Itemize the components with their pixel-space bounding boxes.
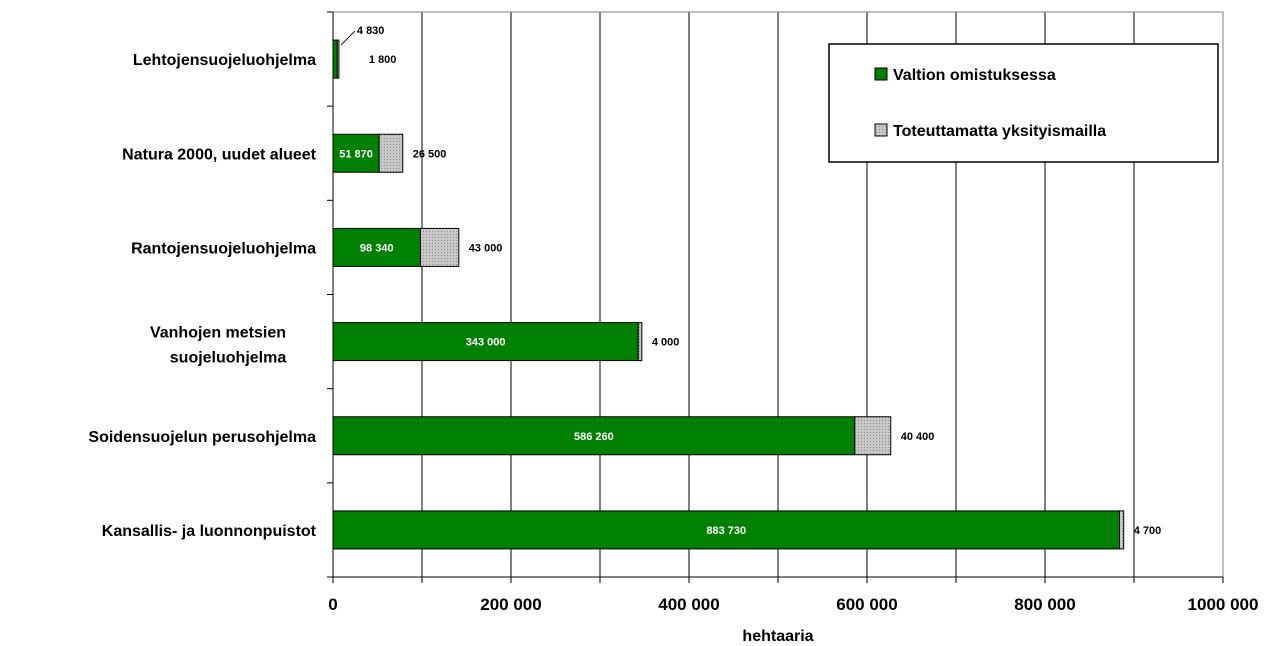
legend-swatch-valtion: [874, 67, 888, 81]
x-tick-label: 600 000: [836, 595, 897, 614]
bar-toteuttamatta: [854, 416, 892, 456]
data-label-valtion: 343 000: [466, 337, 506, 349]
category-label: Kansallis- ja luonnonpuistot: [102, 523, 317, 540]
bar-valtion: [332, 133, 380, 173]
data-label-valtion: 51 870: [339, 148, 373, 160]
bar-toteuttamatta: [420, 227, 460, 267]
bar-toteuttamatta: [378, 133, 404, 173]
legend-label-toteuttamatta: Toteuttamatta yksityismailla: [893, 123, 1106, 140]
x-tick-label: 0: [328, 595, 337, 614]
bars: [332, 39, 1125, 550]
data-label-valtion: 4 830: [357, 25, 385, 37]
x-tick-labels: 0 200 000 400 000 600 000 800 000 1000 000: [328, 595, 1258, 614]
data-label-toteuttamatta: 4 700: [1134, 525, 1162, 537]
data-label-toteuttamatta: 4 000: [652, 337, 680, 349]
legend-label-valtion: Valtion omistuksessa: [893, 67, 1056, 84]
data-label-valtion: 883 730: [706, 525, 746, 537]
data-label-toteuttamatta: 26 500: [413, 148, 447, 160]
category-label: Lehtojensuojeluohjelma: [133, 52, 316, 69]
category-label-line2: suojeluohjelma: [170, 350, 287, 367]
x-tick-label: 400 000: [658, 595, 719, 614]
legend-box: [828, 43, 1219, 163]
x-tick-label: 200 000: [480, 595, 541, 614]
category-label: Natura 2000, uudet alueet: [122, 146, 317, 163]
x-axis-title: hehtaaria: [742, 628, 813, 645]
value-labels: 4 830 1 800 51 870 26 500 98 340 43 000 343 00…: [339, 25, 1161, 537]
data-label-toteuttamatta: 40 400: [901, 431, 935, 443]
bar-toteuttamatta: [336, 39, 340, 79]
category-labels: Lehtojensuojeluohjelma Natura 2000, uudet…: [88, 52, 316, 540]
data-label-leader: [340, 30, 356, 46]
category-label: Soidensuojelun perusohjelma: [88, 429, 316, 446]
axes: [327, 11, 1224, 583]
data-label-toteuttamatta: 43 000: [469, 242, 503, 254]
category-label: Vanhojen metsien: [150, 325, 286, 342]
data-label-valtion: 586 260: [574, 431, 614, 443]
x-tick-label: 800 000: [1014, 595, 1075, 614]
bar-valtion: [332, 227, 422, 267]
data-label-toteuttamatta: 1 800: [369, 54, 397, 66]
category-label: Rantojensuojeluohjelma: [131, 240, 316, 257]
legend-swatch-toteuttamatta: [874, 123, 888, 137]
bar-valtion: [332, 39, 338, 79]
bar-toteuttamatta: [637, 322, 643, 362]
legend: Valtion omistuksessa Toteuttamatta yksit…: [828, 43, 1219, 163]
x-tick-label: 1000 000: [1188, 595, 1259, 614]
bar-toteuttamatta: [1119, 510, 1125, 550]
data-label-valtion: 98 340: [360, 242, 394, 254]
